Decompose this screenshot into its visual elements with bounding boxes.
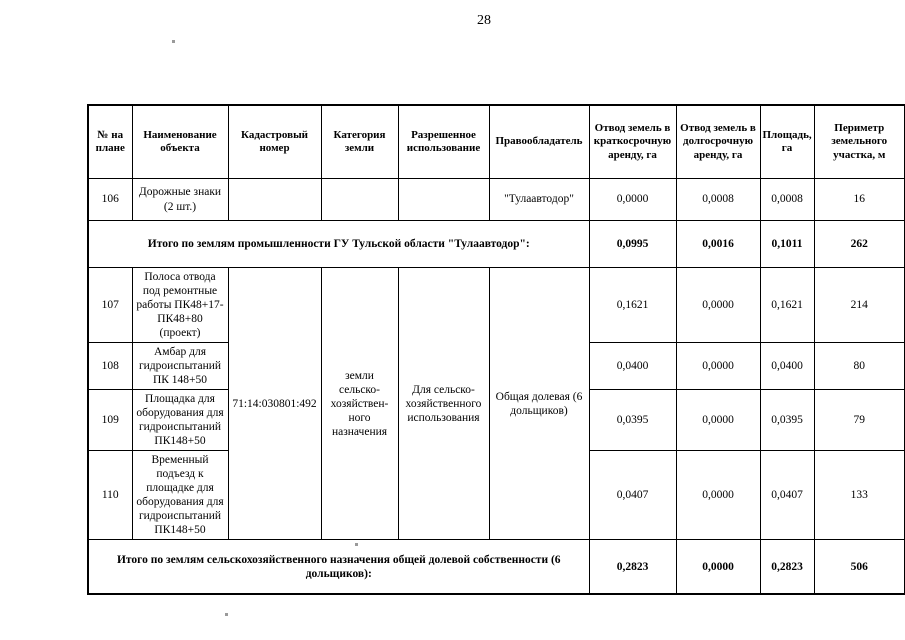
area-cell: 0,0400 xyxy=(759,342,815,391)
land-allocation-table: № на плане Наименование объекта Кадастро… xyxy=(87,104,905,596)
area-cell: 0,0008 xyxy=(759,178,815,221)
use-cell xyxy=(397,178,490,221)
total-row-agricultural: Итого по землям сельскохозяйственного на… xyxy=(87,539,905,595)
table-row-107: 107 Полоса отвода под ремонтные работы П… xyxy=(87,266,905,541)
plan-no-cell: 107 xyxy=(87,266,133,344)
plan-no-cell: 109 xyxy=(87,389,133,452)
scan-speck xyxy=(355,543,358,546)
perimeter-cell: 133 xyxy=(813,450,905,541)
perimeter-cell: 214 xyxy=(813,266,905,344)
area-cell: 0,2823 xyxy=(759,539,815,595)
header-cadastral-number: Кадастровый номер xyxy=(227,104,322,179)
header-permitted-use: Разрешенное использование xyxy=(397,104,490,179)
plan-no-cell: 106 xyxy=(87,178,133,221)
header-short-term-lease: Отвод земель в краткосрочную аренду, га xyxy=(588,104,677,179)
area-cell: 0,0407 xyxy=(759,450,815,541)
table-row-108: 108 Амбар для гидроиспытаний ПК 148+50 0… xyxy=(87,342,905,391)
perimeter-cell: 80 xyxy=(813,342,905,391)
category-cell xyxy=(320,178,399,221)
long-lease-cell: 0,0016 xyxy=(675,220,761,268)
table-row-106: 106 Дорожные знаки (2 шт.) "Тулаавтодор"… xyxy=(87,178,905,221)
perimeter-cell: 79 xyxy=(813,389,905,452)
holder-cell: Общая долевая (6 дольщиков) xyxy=(488,266,590,541)
table-header-row: № на плане Наименование объекта Кадастро… xyxy=(87,104,905,179)
object-name-cell: Дорожные знаки (2 шт.) xyxy=(131,178,229,221)
header-object-name: Наименование объекта xyxy=(131,104,229,179)
header-area: Площадь, га xyxy=(759,104,815,179)
page-number: 28 xyxy=(477,13,491,28)
object-name-cell: Полоса отвода под ремонтные работы ПК48+… xyxy=(131,266,229,344)
total-label-cell: Итого по землям сельскохозяйственного на… xyxy=(87,539,590,595)
cadastral-cell: 71:14:030801:492 xyxy=(227,266,322,541)
short-lease-cell: 0,0395 xyxy=(588,389,677,452)
category-cell: земли сельско-хозяйствен-ного назначения xyxy=(320,266,399,541)
object-name-cell: Временный подъезд к площадке для оборудо… xyxy=(131,450,229,541)
total-row-industry: Итого по землям промышленности ГУ Тульск… xyxy=(87,220,905,268)
long-lease-cell: 0,0000 xyxy=(675,342,761,391)
header-plan-no: № на плане xyxy=(87,104,133,179)
long-lease-cell: 0,0000 xyxy=(675,450,761,541)
area-cell: 0,0395 xyxy=(759,389,815,452)
header-perimeter: Периметр земельного участка, м xyxy=(813,104,905,179)
table-row-110: 110 Временный подъезд к площадке для обо… xyxy=(87,450,905,541)
header-land-category: Категория земли xyxy=(320,104,399,179)
perimeter-cell: 16 xyxy=(813,178,905,221)
plan-no-cell: 110 xyxy=(87,450,133,541)
header-long-term-lease: Отвод земель в долгосрочную аренду, га xyxy=(675,104,761,179)
scan-speck xyxy=(225,613,228,616)
use-cell: Для сельско-хозяйственного использования xyxy=(397,266,490,541)
perimeter-cell: 506 xyxy=(813,539,905,595)
total-label-cell: Итого по землям промышленности ГУ Тульск… xyxy=(87,220,590,268)
short-lease-cell: 0,0995 xyxy=(588,220,677,268)
area-cell: 0,1621 xyxy=(759,266,815,344)
plan-no-cell: 108 xyxy=(87,342,133,391)
object-name-cell: Площадка для оборудования для гидроиспыт… xyxy=(131,389,229,452)
short-lease-cell: 0,0000 xyxy=(588,178,677,221)
object-name-cell: Амбар для гидроиспытаний ПК 148+50 xyxy=(131,342,229,391)
long-lease-cell: 0,0000 xyxy=(675,539,761,595)
scan-speck xyxy=(172,40,175,43)
long-lease-cell: 0,0000 xyxy=(675,266,761,344)
short-lease-cell: 0,0407 xyxy=(588,450,677,541)
short-lease-cell: 0,2823 xyxy=(588,539,677,595)
long-lease-cell: 0,0008 xyxy=(675,178,761,221)
long-lease-cell: 0,0000 xyxy=(675,389,761,452)
area-cell: 0,1011 xyxy=(759,220,815,268)
header-rights-holder: Правообладатель xyxy=(488,104,590,179)
cadastral-cell xyxy=(227,178,322,221)
short-lease-cell: 0,0400 xyxy=(588,342,677,391)
perimeter-cell: 262 xyxy=(813,220,905,268)
short-lease-cell: 0,1621 xyxy=(588,266,677,344)
holder-cell: "Тулаавтодор" xyxy=(488,178,590,221)
